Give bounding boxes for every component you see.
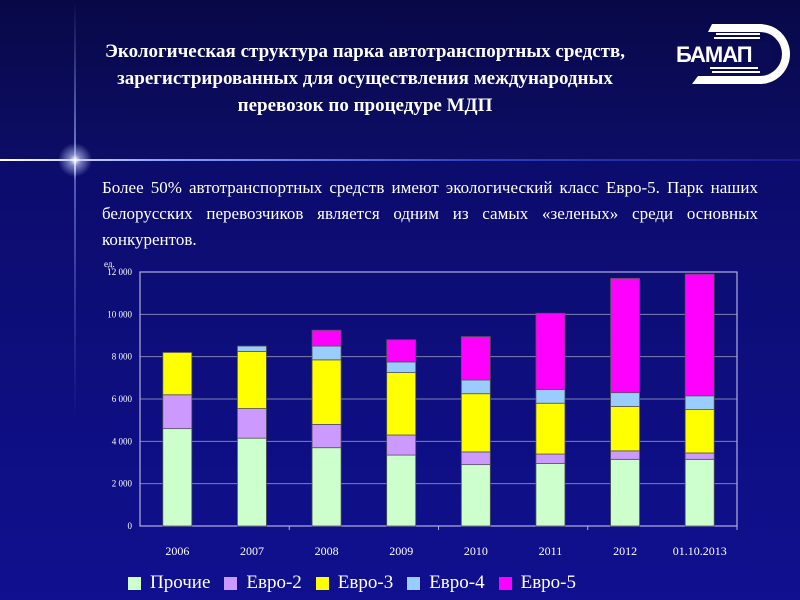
legend-swatch xyxy=(407,576,421,590)
bar-segment-Евро-3 xyxy=(610,406,640,452)
bar-segment-Евро-3 xyxy=(311,359,342,425)
legend-swatch xyxy=(498,576,512,590)
bar-segment-Евро-4 xyxy=(311,345,342,361)
bar-segment-Евро-2 xyxy=(386,434,417,456)
legend-label: Евро-5 xyxy=(520,572,577,593)
x-tick-label: 2010 xyxy=(464,544,488,558)
x-tick-label: 2009 xyxy=(389,544,413,558)
bar-segment-Евро-4 xyxy=(460,379,491,395)
legend-label: Евро-3 xyxy=(337,572,394,593)
bar-segment-Евро-5 xyxy=(460,336,491,381)
legend-swatch xyxy=(315,576,329,590)
bar-segment-Прочие xyxy=(684,458,715,527)
x-tick-label: 2012 xyxy=(613,544,637,558)
bar-segment-Евро-3 xyxy=(386,372,417,436)
bar-segment-Прочие xyxy=(460,464,491,527)
vertical-flare-line xyxy=(74,0,76,600)
y-tick-label: 6 000 xyxy=(112,394,133,404)
legend-swatch xyxy=(224,576,238,590)
legend-label: Евро-2 xyxy=(246,572,302,593)
legend-label: Евро-4 xyxy=(429,572,485,593)
svg-text:БАМАП: БАМАП xyxy=(676,42,752,67)
slide-title: Экологическая структура парка автотрансп… xyxy=(105,41,625,116)
bar-segment-Евро-2 xyxy=(610,450,640,460)
y-tick-label: 12 000 xyxy=(107,267,132,277)
bar-segment-Евро-4 xyxy=(386,361,417,373)
bamap-logo: БАМАП xyxy=(674,24,790,84)
y-axis-unit: ед. xyxy=(104,259,115,269)
title-band xyxy=(0,0,800,160)
bar-segment-Прочие xyxy=(610,458,640,527)
bar-segment-Евро-3 xyxy=(460,393,491,453)
bar-segment-Евро-3 xyxy=(535,402,566,455)
bar-segment-Евро-4 xyxy=(535,389,566,404)
bar-segment-Евро-3 xyxy=(162,352,193,396)
x-tick-label: 01.10.2013 xyxy=(673,544,727,558)
bar-segment-Прочие xyxy=(386,454,417,527)
bar-segment-Евро-4 xyxy=(610,392,640,407)
y-tick-label: 2 000 xyxy=(112,479,133,489)
bar-segment-Евро-4 xyxy=(237,345,267,352)
summary-paragraph: Более 50% автотранспортных средств имеют… xyxy=(102,178,758,249)
bar-segment-Евро-5 xyxy=(610,277,640,394)
bar-segment-Прочие xyxy=(237,437,267,527)
legend-item: Евро-3 xyxy=(315,572,394,594)
legend-item: Прочие xyxy=(128,572,210,594)
star-flare xyxy=(55,140,95,180)
bar-segment-Прочие xyxy=(535,463,566,527)
bar-segment-Евро-5 xyxy=(386,339,417,363)
y-tick-label: 10 000 xyxy=(107,309,132,319)
bar-segment-Евро-2 xyxy=(237,408,267,439)
bar-segment-Евро-4 xyxy=(684,395,715,410)
legend-item: Евро-2 xyxy=(224,572,302,594)
bar-segment-Прочие xyxy=(311,447,342,527)
bar-segment-Евро-5 xyxy=(311,329,342,347)
x-tick-label: 2007 xyxy=(240,544,264,558)
divider-line xyxy=(0,159,800,161)
bar-segment-Евро-3 xyxy=(237,350,267,409)
bar-segment-Евро-2 xyxy=(535,453,566,464)
y-tick-label: 4 000 xyxy=(112,436,133,446)
bar-segment-Прочие xyxy=(162,428,193,527)
y-tick-label: 8 000 xyxy=(112,352,133,362)
legend-item: Евро-5 xyxy=(498,572,577,594)
bar-segment-Евро-2 xyxy=(311,423,342,449)
bar-segment-Евро-3 xyxy=(684,409,715,454)
x-tick-label: 2006 xyxy=(165,544,189,558)
chart-legend: Прочие Евро-2 Евро-3 Евро-4 Евро-5 xyxy=(128,572,590,594)
legend-swatch xyxy=(128,576,141,590)
bar-segment-Евро-2 xyxy=(162,394,193,430)
x-tick-label: 2011 xyxy=(539,544,563,558)
legend-label: Прочие xyxy=(150,572,211,593)
bar-segment-Евро-2 xyxy=(460,451,491,466)
legend-item: Евро-4 xyxy=(407,572,485,594)
bar-segment-Евро-5 xyxy=(684,273,715,397)
y-tick-label: 0 xyxy=(128,521,133,531)
bar-segment-Евро-5 xyxy=(535,312,566,390)
x-tick-label: 2008 xyxy=(315,544,339,558)
bar-segment-Евро-2 xyxy=(684,452,715,460)
